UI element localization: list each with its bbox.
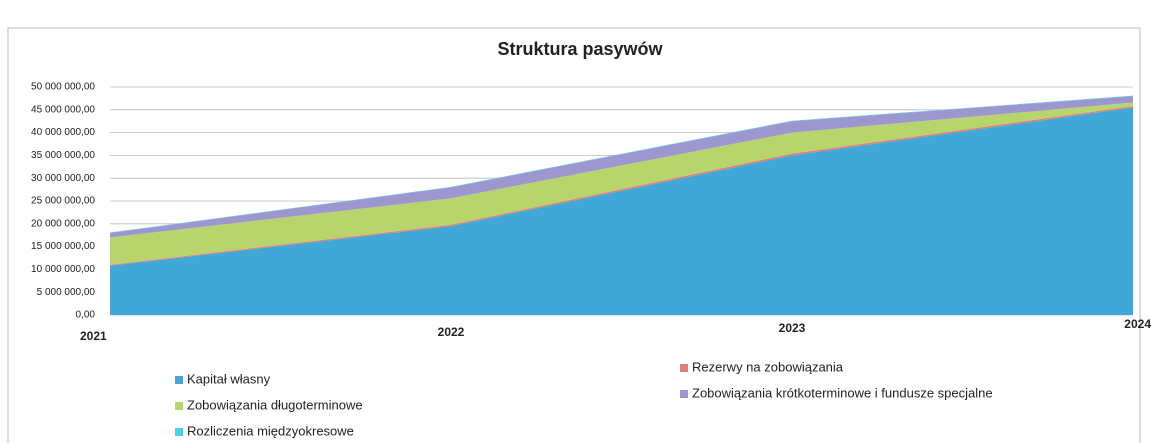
y-tick-label: 45 000 000,00	[31, 104, 95, 115]
legend-swatch	[680, 390, 688, 398]
y-tick-label: 20 000 000,00	[31, 218, 95, 229]
x-tick-label: 2022	[438, 325, 465, 339]
legend-swatch	[680, 364, 688, 372]
y-tick-label: 35 000 000,00	[31, 150, 95, 161]
x-tick-label: 2021	[80, 329, 107, 343]
area	[110, 102, 1133, 265]
y-tick-label: 30 000 000,00	[31, 173, 95, 184]
legend-label: Zobowiązania długoterminowe	[187, 397, 363, 412]
y-tick-label: 5 000 000,00	[37, 287, 96, 298]
y-tick-label: 40 000 000,00	[31, 127, 95, 138]
legend-swatch	[175, 402, 183, 410]
legend-label: Zobowiązania krótkoterminowe i fundusze …	[692, 385, 993, 400]
area	[110, 107, 1133, 316]
chart-title: Struktura pasywów	[497, 39, 663, 59]
y-tick-label: 10 000 000,00	[31, 264, 95, 275]
y-tick-label: 25 000 000,00	[31, 196, 95, 207]
y-tick-label: 15 000 000,00	[31, 241, 95, 252]
area	[110, 95, 1133, 233]
legend-label: Rezerwy na zobowiązania	[692, 359, 844, 374]
y-tick-label: 50 000 000,00	[31, 82, 95, 93]
y-tick-label: 0,00	[76, 310, 96, 321]
legend-swatch	[175, 428, 183, 436]
x-tick-label: 2024	[1124, 317, 1151, 331]
area	[110, 96, 1133, 238]
legend-label: Kapitał własny	[187, 371, 271, 386]
legend-label: Rozliczenia międzyokresowe	[187, 423, 354, 438]
x-tick-label: 2023	[779, 321, 806, 335]
legend-swatch	[175, 376, 183, 384]
